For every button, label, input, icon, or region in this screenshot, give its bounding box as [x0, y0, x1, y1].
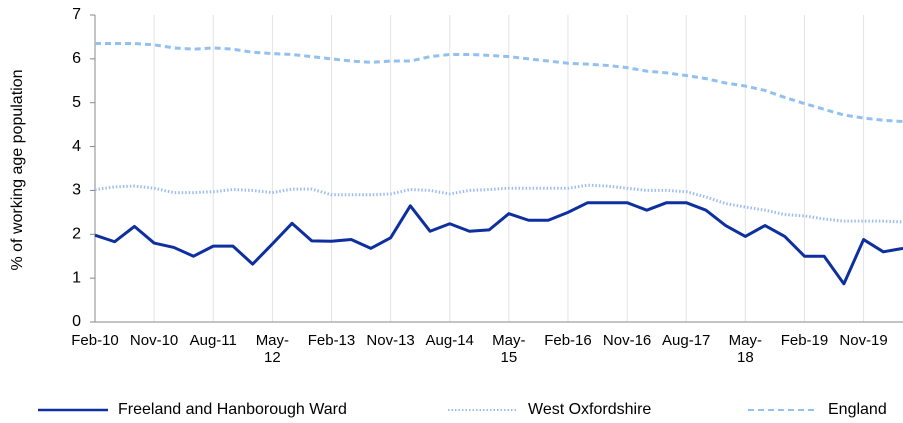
x-tick-label: Feb-13: [307, 332, 356, 349]
y-tick-label: 2: [72, 226, 81, 243]
series-line: [94, 201, 903, 286]
y-tick-label: 5: [72, 94, 81, 111]
series-line: [94, 183, 903, 224]
y-tick-label: 4: [72, 138, 81, 155]
x-tick-label: Aug-17: [662, 332, 711, 349]
x-tick-label: Nov-19: [839, 332, 888, 349]
legend-label: West Oxfordshire: [528, 401, 651, 418]
legend-label: Freeland and Hanborough Ward: [118, 401, 347, 418]
x-tick-label: Feb-16: [544, 332, 592, 349]
x-tick-label: May- 18: [728, 332, 762, 366]
x-tick-label: Feb-10: [71, 332, 119, 349]
x-tick-label: Nov-13: [366, 332, 415, 349]
y-tick-label: 0: [72, 313, 81, 330]
series-line: [95, 42, 903, 124]
y-tick-label: 3: [72, 182, 81, 199]
y-tick-label: 7: [72, 6, 81, 23]
x-tick-label: Feb-19: [780, 332, 829, 349]
x-tick-label: May- 12: [255, 332, 290, 366]
x-tick-label: Aug-11: [189, 332, 237, 349]
y-tick-label: 1: [72, 269, 81, 286]
y-axis-label: % of working age population: [9, 69, 26, 270]
x-tick-label: Nov-16: [602, 332, 652, 349]
x-tick-label: May- 15: [492, 332, 526, 366]
y-tick-label: 6: [72, 50, 81, 67]
x-tick-label: Nov-10: [129, 332, 179, 349]
x-tick-label: Aug-14: [425, 332, 474, 349]
legend-label: England: [828, 401, 887, 418]
